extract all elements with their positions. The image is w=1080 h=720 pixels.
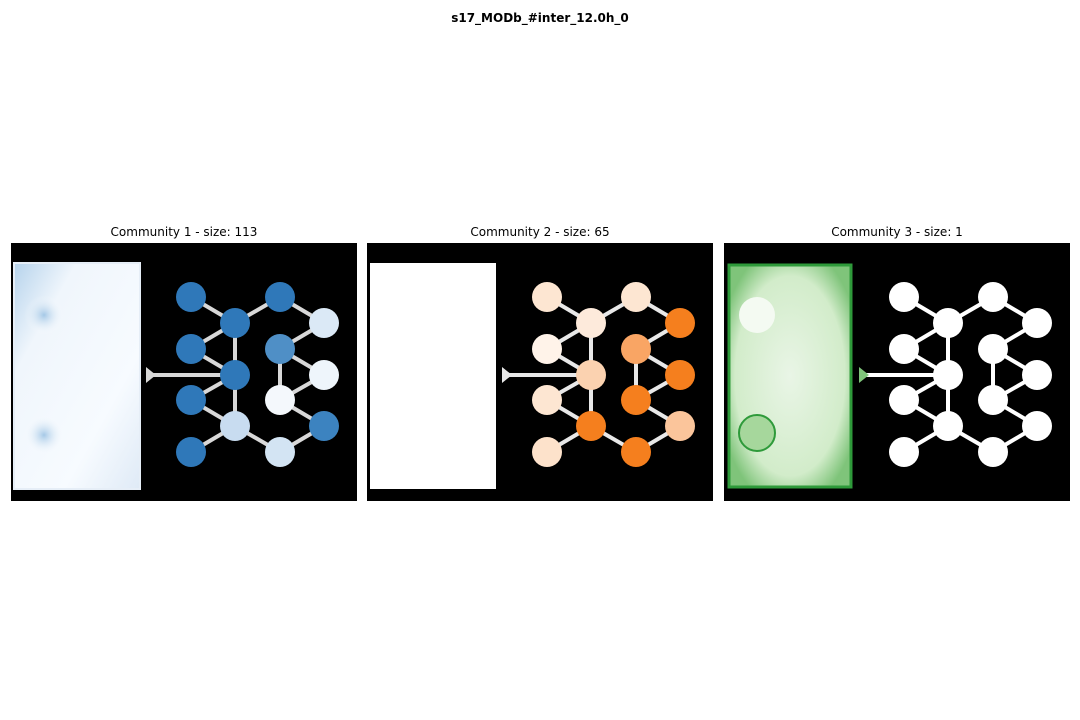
figure-title: s17_MODb_#inter_12.0h_0 — [451, 11, 629, 25]
community-1-heatmap — [11, 243, 357, 501]
community-1-chamber-spot — [24, 295, 64, 335]
community-3-chamber — [727, 263, 853, 489]
community-3-chamber-spot — [739, 297, 775, 333]
community-2-title: Community 2 - size: 65 — [470, 225, 610, 239]
community-3-wells — [889, 282, 1052, 467]
community-1-wells — [176, 282, 339, 467]
community-1-title: Community 1 - size: 113 — [110, 225, 258, 239]
community-1-inlet — [146, 367, 156, 383]
community-2-panel: Community 2 - size: 65 — [367, 225, 713, 501]
community-3-panel: Community 3 - size: 1 — [724, 225, 1070, 501]
community-3-heatmap — [724, 243, 1070, 501]
community-1-panel: Community 1 - size: 113 — [11, 225, 357, 501]
community-3-title: Community 3 - size: 1 — [831, 225, 963, 239]
community-3-chamber-spot — [738, 414, 776, 452]
community-3-inlet — [859, 367, 869, 383]
community-2-heatmap — [367, 243, 713, 501]
community-2-chamber — [370, 263, 496, 489]
community-1-chamber — [13, 262, 141, 490]
community-2-inlet — [502, 367, 512, 383]
community-1-chamber-spot — [24, 415, 64, 455]
community-2-wells — [532, 282, 695, 467]
